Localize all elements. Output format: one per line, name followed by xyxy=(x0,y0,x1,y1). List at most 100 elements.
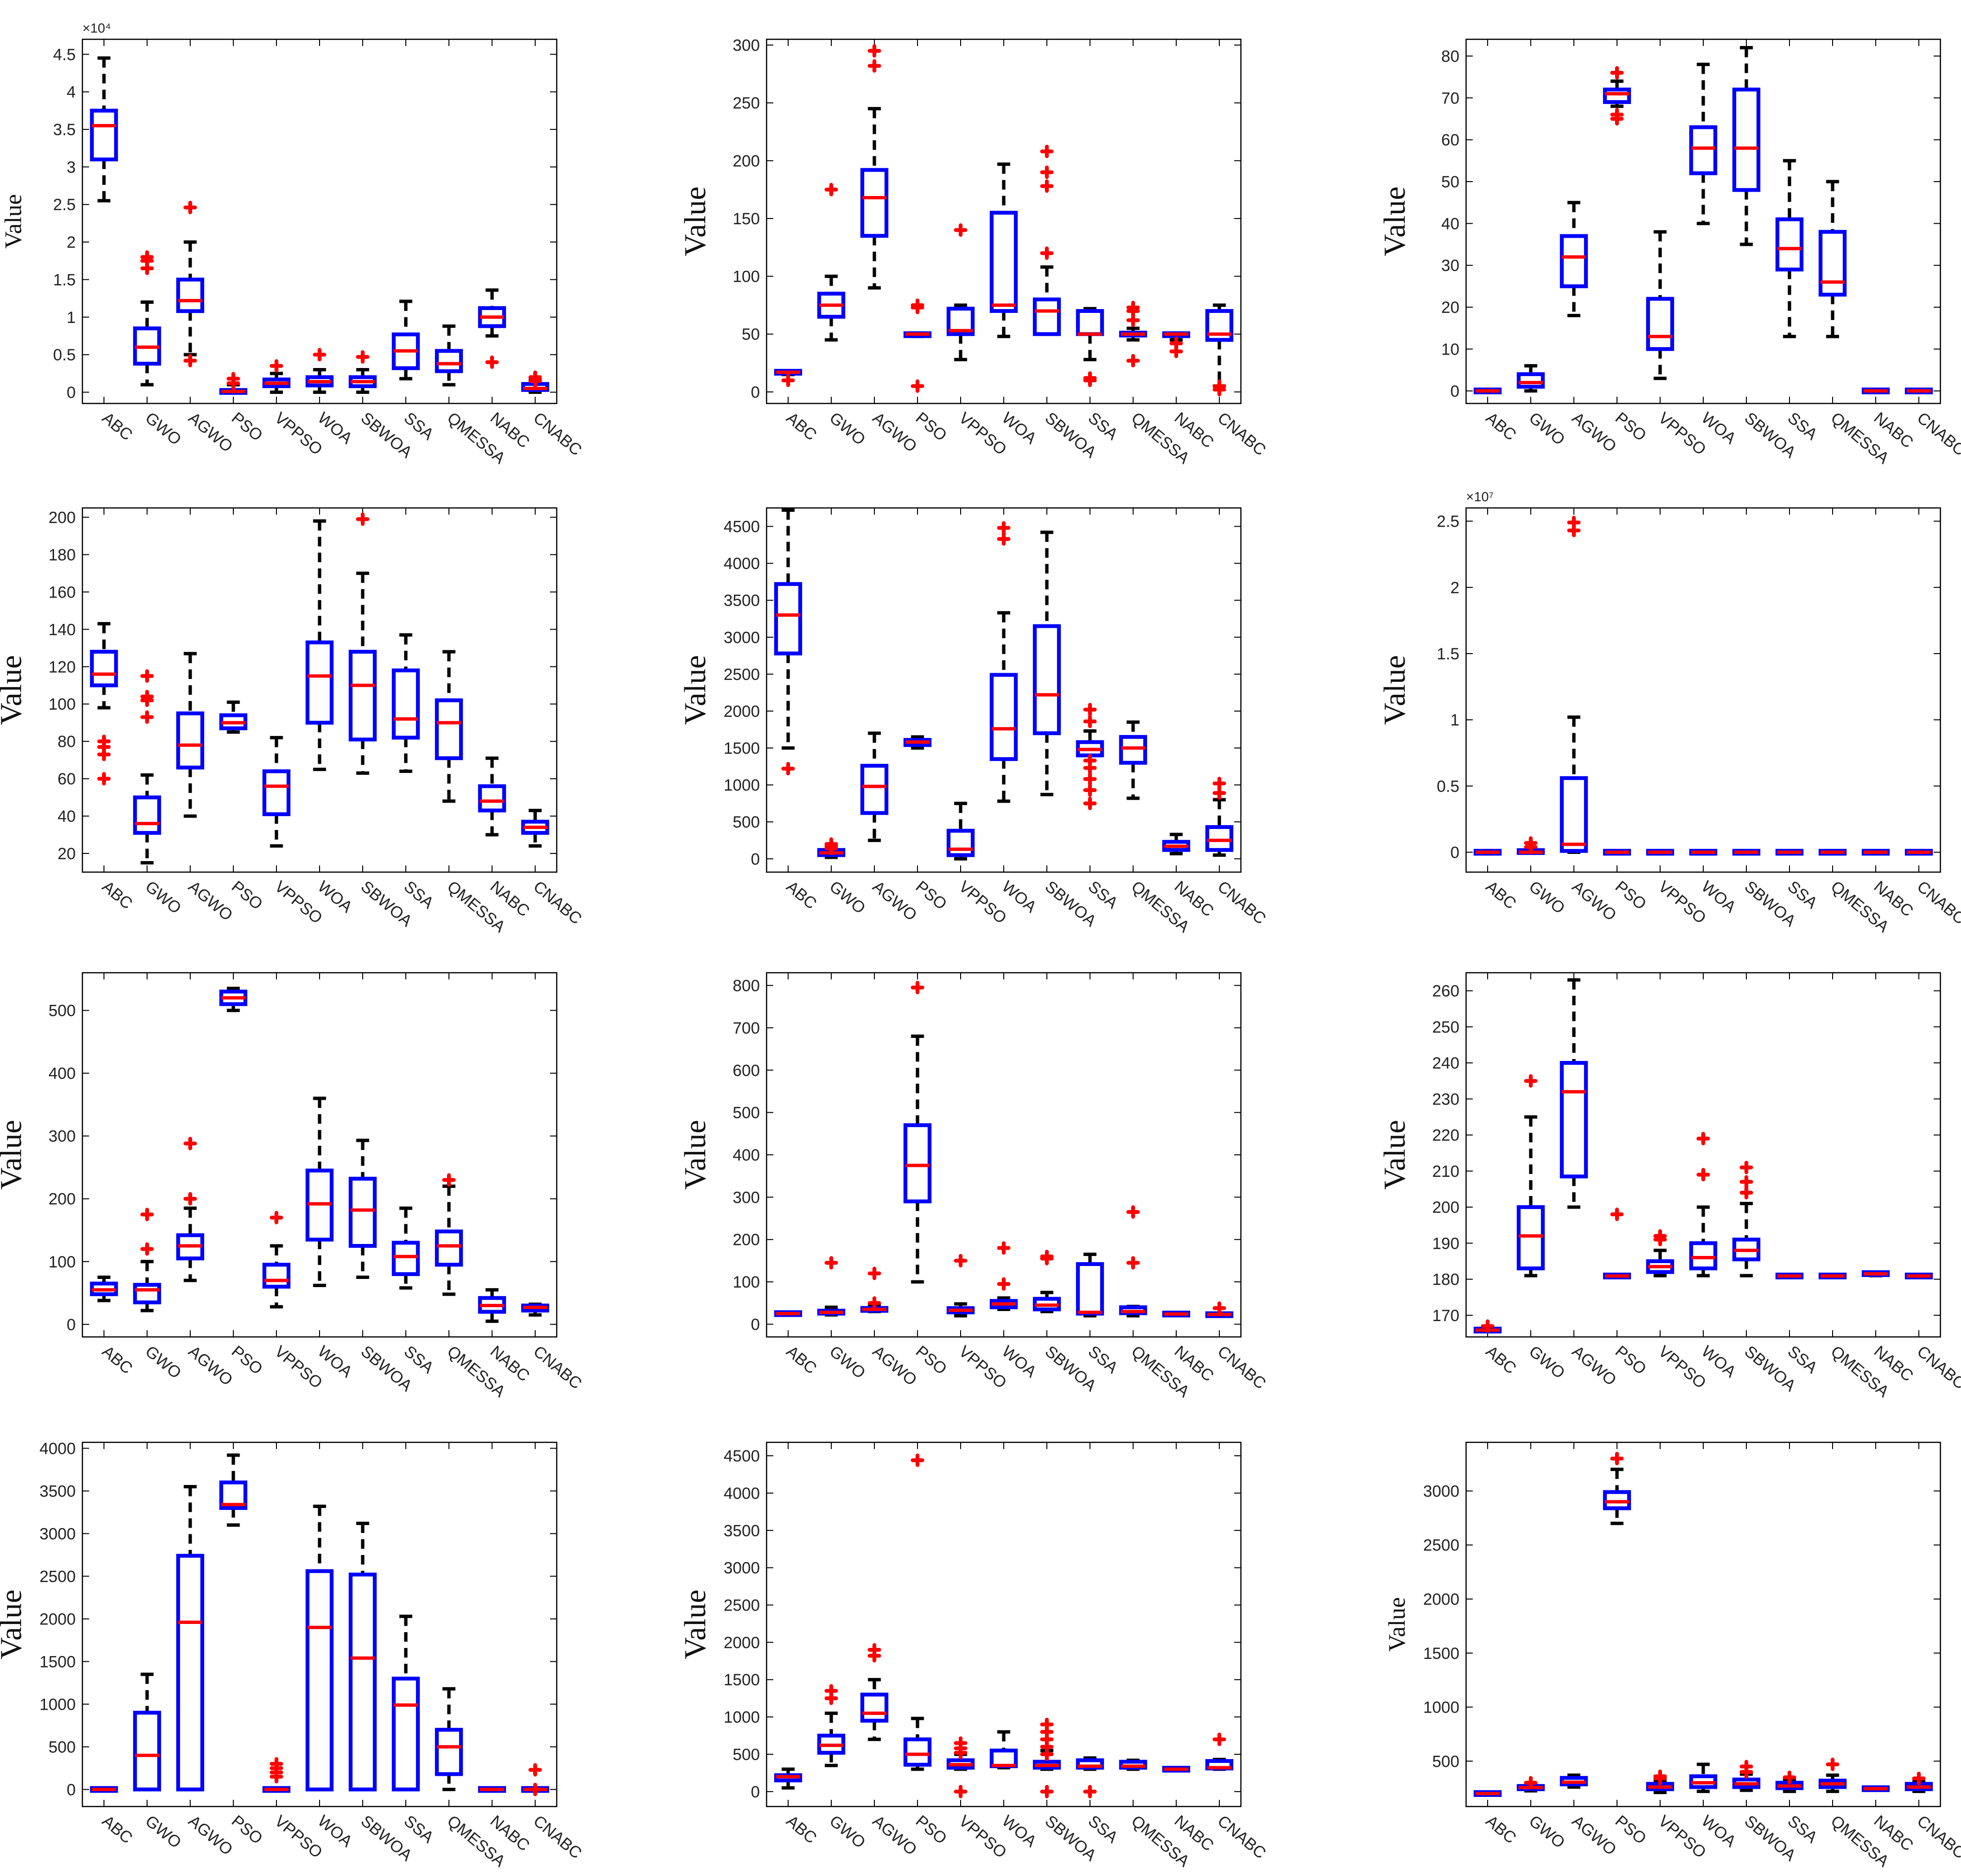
outlier-marker xyxy=(1740,1161,1753,1174)
x-tick-label-cnabc: CNABC xyxy=(1914,1342,1961,1393)
x-tick-label-cnabc: CNABC xyxy=(1214,1342,1270,1393)
box-pso xyxy=(903,1123,932,1204)
plot-frame xyxy=(81,507,558,873)
outlier-marker xyxy=(781,373,795,387)
box-pso xyxy=(219,1480,248,1510)
y-tick-label: 100 xyxy=(733,268,760,286)
box-abc xyxy=(774,582,803,656)
x-tick-label-vppso: VPPSO xyxy=(955,1812,1010,1862)
y-tick-label: 4000 xyxy=(723,1485,760,1503)
y-tick-label: 0 xyxy=(67,1781,76,1799)
y-axis-label: Value xyxy=(0,655,28,725)
y-tick-label: 2000 xyxy=(39,1610,76,1628)
outlier-marker xyxy=(1083,761,1097,775)
box-abc xyxy=(90,650,118,688)
plot-frame xyxy=(766,507,1242,873)
box-woa xyxy=(1689,125,1718,175)
y-tick-label: 100 xyxy=(48,695,76,714)
box-qmessa xyxy=(435,349,463,373)
y-tick-label: 500 xyxy=(48,1738,76,1756)
y-tick-label: 240 xyxy=(1432,1054,1459,1072)
y-axis-label: Value xyxy=(0,1120,28,1190)
y-tick-label: 150 xyxy=(733,210,760,228)
x-tick-label-abc: ABC xyxy=(783,409,820,444)
y-tick-label: 50 xyxy=(742,325,760,344)
outlier-marker xyxy=(183,201,197,215)
outlier-marker xyxy=(183,354,197,368)
outlier-marker xyxy=(911,1453,924,1467)
outlier-marker xyxy=(140,693,154,707)
box-woa xyxy=(989,673,1018,761)
y-tick-label: 400 xyxy=(733,1146,760,1164)
outlier-marker xyxy=(954,1784,967,1798)
y-tick-label: 1000 xyxy=(723,776,760,794)
x-tick-label-gwo: GWO xyxy=(826,877,869,918)
outlier-marker xyxy=(1040,1747,1054,1761)
outlier-marker xyxy=(1740,1175,1753,1189)
outlier-marker xyxy=(313,348,326,362)
x-tick-label-agwo: AGWO xyxy=(869,1342,920,1389)
outlier-marker xyxy=(997,1241,1010,1255)
outlier-marker xyxy=(1083,373,1097,387)
x-tick-label-vppso: VPPSO xyxy=(955,1342,1010,1392)
y-tick-label: 2500 xyxy=(1423,1536,1459,1554)
y-tick-label: 210 xyxy=(1432,1162,1459,1181)
outlier-marker xyxy=(1610,112,1624,126)
outlier-marker xyxy=(1213,1301,1226,1315)
y-tick-label: 4000 xyxy=(723,555,760,573)
outlier-marker xyxy=(954,223,967,237)
box-vppso xyxy=(262,769,291,817)
x-tick-label-agwo: AGWO xyxy=(1569,1812,1620,1859)
y-tick-label: 100 xyxy=(733,1273,760,1291)
box-gwo xyxy=(133,795,161,835)
x-tick-label-cnabc: CNABC xyxy=(1914,409,1961,460)
y-axis-label: Value xyxy=(678,655,712,725)
outlier-marker xyxy=(140,710,154,724)
y-tick-label: 0 xyxy=(751,1315,760,1334)
x-tick-label-vppso: VPPSO xyxy=(271,1342,326,1392)
y-tick-label: 200 xyxy=(733,152,760,170)
x-tick-label-gwo: GWO xyxy=(142,1342,185,1382)
y-tick-label: 4000 xyxy=(39,1439,76,1458)
y-tick-label: 3000 xyxy=(39,1525,76,1543)
outlier-marker xyxy=(1083,702,1097,716)
y-tick-label: 4500 xyxy=(723,518,760,536)
y-tick-label: 4.5 xyxy=(53,46,76,64)
y-tick-label: 1500 xyxy=(723,739,760,758)
y-tick-label: 2500 xyxy=(723,666,760,684)
y-tick-label: 40 xyxy=(1441,215,1459,233)
x-tick-label-abc: ABC xyxy=(99,877,136,913)
outlier-marker xyxy=(270,1211,283,1225)
outlier-marker xyxy=(1213,786,1226,800)
y-tick-label: 30 xyxy=(1441,257,1459,275)
y-tick-label: 4 xyxy=(67,83,76,102)
y-tick-label: 60 xyxy=(57,770,76,788)
outlier-marker xyxy=(140,1208,154,1221)
y-exponent-label: ×10⁴ xyxy=(82,21,111,35)
x-tick-label-abc: ABC xyxy=(1482,1342,1520,1378)
outlier-marker xyxy=(1040,246,1054,260)
y-tick-label: 0 xyxy=(751,850,760,868)
box-qmessa xyxy=(435,1727,463,1776)
outlier-marker xyxy=(825,841,838,855)
box-agwo xyxy=(176,277,205,313)
outlier-marker xyxy=(270,359,283,373)
outlier-marker xyxy=(183,1137,197,1151)
y-tick-label: 2.5 xyxy=(53,196,76,214)
y-tick-label: 200 xyxy=(48,1190,76,1208)
x-tick-label-agwo: AGWO xyxy=(1569,1342,1620,1389)
x-tick-label-gwo: GWO xyxy=(142,1812,185,1852)
box-agwo xyxy=(1560,234,1588,288)
x-tick-label-gwo: GWO xyxy=(1525,877,1569,918)
outlier-marker xyxy=(1826,1758,1839,1772)
x-tick-label-vppso: VPPSO xyxy=(271,877,326,927)
outlier-marker xyxy=(1040,1252,1054,1266)
outlier-marker xyxy=(140,669,154,683)
boxplot-panel-10: 0 500 1000 1500 2000 2500 3000 3500 4000 Value ABC… xyxy=(0,1439,585,1870)
outlier-marker xyxy=(1610,1451,1624,1465)
y-tick-label: 2000 xyxy=(723,702,760,721)
y-tick-label: 1000 xyxy=(39,1695,76,1714)
y-tick-label: 250 xyxy=(1432,1018,1459,1036)
y-tick-label: 700 xyxy=(733,1019,760,1037)
